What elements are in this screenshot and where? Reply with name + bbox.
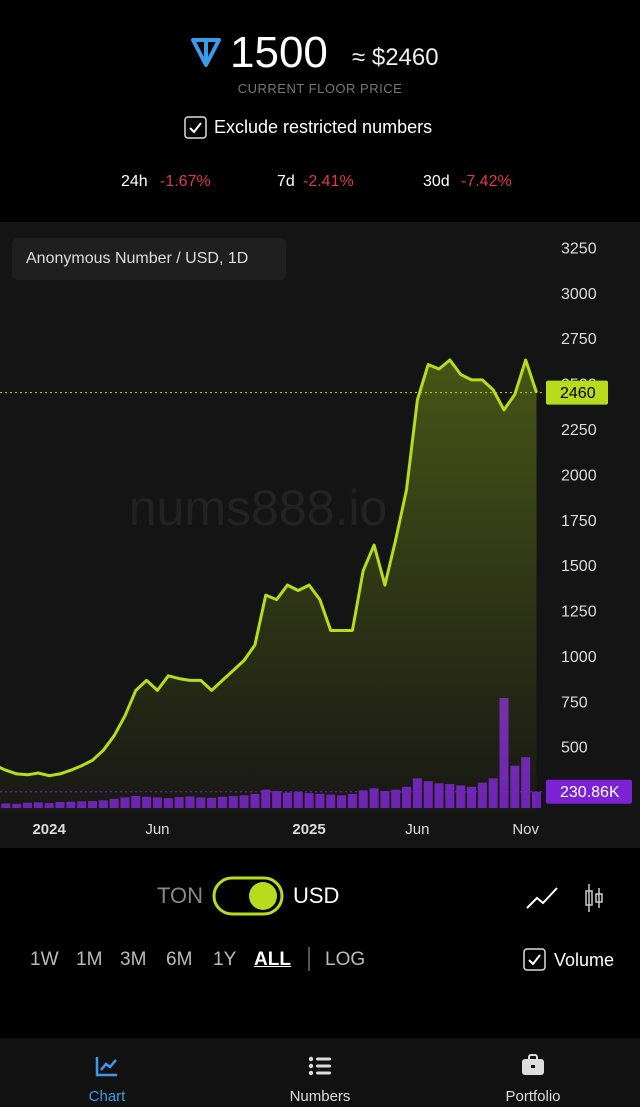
floor-price: 1500 [230,28,328,77]
title-box [12,238,286,280]
range-button[interactable]: 3M [120,949,147,970]
y-tick-label: 1000 [561,649,597,666]
currency-usd[interactable]: USD [293,883,340,908]
range-button[interactable]: 6M [166,949,193,970]
price-tag-label: 2460 [560,385,596,402]
range-button[interactable]: 1Y [213,949,237,970]
nav-numbers[interactable]: Numbers [289,1088,351,1105]
y-tick-label: 2000 [561,467,597,484]
ton-logo [191,38,221,67]
chart-icon[interactable] [95,1055,119,1077]
checkbox[interactable] [184,116,207,139]
portfolio-icon[interactable] [521,1054,545,1076]
range-button[interactable]: ALL [254,949,291,970]
x-tick-label: Jun [145,821,169,838]
change-value: -1.67% [160,173,211,190]
y-tick-label: 2250 [561,422,597,439]
change-value: -2.41% [303,173,354,190]
separator [308,947,310,971]
y-tick-label: 1250 [561,604,597,621]
y-tick-label: 2750 [561,331,597,348]
x-tick-label: Jun [405,821,429,838]
nav-chart[interactable]: Chart [88,1088,126,1105]
y-tick-label: 3000 [561,286,597,303]
y-tick-label: 1500 [561,558,597,575]
x-tick-label: Nov [512,821,539,838]
change-value: -7.42% [461,173,512,190]
y-tick-label: 1750 [561,513,597,530]
nav-portfolio[interactable]: Portfolio [505,1088,561,1105]
candle-icon[interactable] [582,882,606,914]
volume-label[interactable]: Volume [554,950,615,970]
price-tag [546,380,608,405]
volume-tag-label: 230.86K [560,784,620,801]
x-tick-label: 2024 [32,821,66,838]
usd-price: ≈ $2460 [352,44,439,71]
line [0,358,538,778]
numbers-icon[interactable] [308,1055,332,1077]
currency-toggle[interactable] [212,876,284,916]
x-tick-label: 2025 [292,821,325,838]
checkbox-label[interactable]: Exclude restricted numbers [214,117,433,137]
line-chart-icon[interactable] [524,882,560,912]
currency-ton[interactable]: TON [156,883,203,908]
y-tick-label: 500 [561,740,588,757]
chart: nums888.io Anonymous Number / USD, 1D 50… [0,222,640,848]
watermark: nums888.io [129,480,388,536]
area [0,360,537,812]
volume-tag [546,779,632,804]
change-period: 30d [423,173,450,190]
range-button[interactable]: 1W [30,949,59,970]
y-tick-label: 3250 [561,240,597,257]
chart-title: Anonymous Number / USD, 1D [26,250,248,267]
log-button[interactable]: LOG [325,949,366,970]
volume-checkbox[interactable] [523,948,547,972]
change-period: 24h [121,173,148,190]
caption: CURRENT FLOOR PRICE [237,81,403,96]
change-period: 7d [277,173,295,190]
y-tick-label: 750 [561,694,588,711]
range-button[interactable]: 1M [76,949,103,970]
